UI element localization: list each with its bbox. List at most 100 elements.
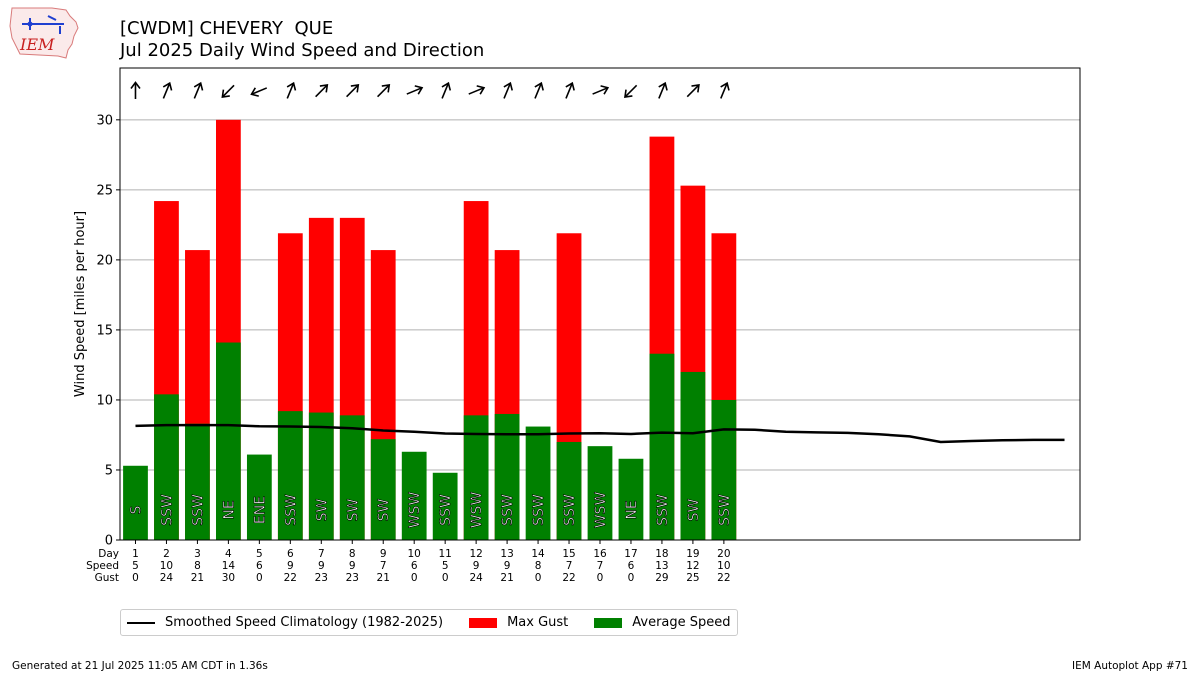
arrow-head [350, 84, 360, 93]
x-tick-label-day: 6 [287, 548, 294, 560]
arrow-shaft [406, 87, 422, 95]
x-tick-label-speed: 5 [442, 560, 449, 572]
legend: Smoothed Speed Climatology (1982-2025) M… [120, 609, 738, 636]
average-bar [216, 342, 241, 540]
average-bar [587, 446, 613, 540]
average-bar [185, 423, 210, 540]
x-tick-label-gust: 0 [132, 572, 139, 584]
direction-label: SSW [531, 494, 547, 526]
x-axis: DaySpeedGust1502102438214143056069227923… [86, 540, 731, 584]
x-tick-label-gust: 24 [469, 572, 483, 584]
x-tick-label-speed: 12 [686, 560, 699, 572]
x-tick-label-day: 2 [163, 548, 170, 560]
wind-arrow-icon [686, 84, 700, 98]
average-bar [680, 371, 706, 540]
climatology-line [135, 423, 1065, 444]
x-tick-label-speed: 9 [504, 560, 511, 572]
x-tick-label-speed: 6 [628, 560, 635, 572]
wind-arrow-icon [406, 85, 424, 95]
direction-label: SSW [562, 494, 578, 526]
x-tick-label-speed: 7 [380, 560, 387, 572]
legend-item-climatology: Smoothed Speed Climatology (1982-2025) [127, 615, 443, 630]
x-tick-label-day: 4 [225, 548, 232, 560]
x-tick-label-speed: 6 [411, 560, 418, 572]
direction-label: SW [345, 498, 361, 521]
average-bar [339, 415, 365, 540]
x-tick-label-gust: 24 [160, 572, 174, 584]
y-tick-label: 25 [96, 183, 113, 198]
arrow-shaft [503, 83, 511, 99]
x-tick-label-gust: 23 [346, 572, 359, 584]
bar-series [123, 119, 737, 541]
average-bar [556, 441, 582, 540]
arrow-head [381, 84, 391, 93]
x-tick-label-speed: 9 [318, 560, 325, 572]
arrow-shaft [658, 83, 666, 99]
vane-center-icon [27, 21, 33, 27]
x-tick-label-gust: 22 [562, 572, 575, 584]
average-bar [277, 411, 303, 540]
direction-arrows [130, 81, 730, 99]
arrow-head [250, 87, 259, 97]
arrow-shaft [377, 84, 390, 98]
arrow-head [565, 81, 575, 91]
wind-arrow-icon [503, 81, 513, 99]
legend-label-climatology: Smoothed Speed Climatology (1982-2025) [165, 615, 444, 630]
y-tick-label: 10 [96, 393, 113, 408]
arrow-head [162, 81, 173, 91]
direction-label: ENE [252, 496, 268, 524]
x-tick-label-day: 11 [438, 548, 451, 560]
arrow-head [658, 81, 668, 91]
x-tick-label-gust: 22 [284, 572, 297, 584]
average-bar [711, 399, 737, 540]
x-tick-label-gust: 30 [222, 572, 235, 584]
direction-label: SSW [655, 494, 671, 526]
arrow-shaft [193, 83, 202, 99]
arrow-shaft [251, 87, 268, 95]
x-tick-label-speed: 13 [655, 560, 668, 572]
state-outline [9, 7, 79, 59]
x-row-label: Gust [95, 572, 119, 584]
x-tick-label-speed: 7 [566, 560, 573, 572]
x-tick-label-speed: 8 [194, 560, 201, 572]
y-axis: 0 5 10 15 20 25 30 [96, 113, 120, 549]
direction-label: SW [686, 498, 702, 521]
direction-label: NE [221, 500, 237, 519]
wind-arrow-icon [346, 84, 360, 98]
x-tick-label-gust: 21 [500, 572, 513, 584]
arrow-head [503, 81, 513, 91]
wind-arrow-icon [250, 87, 268, 97]
arrow-shaft [565, 83, 573, 99]
average-bar [123, 465, 148, 540]
wind-arrow-icon [221, 84, 235, 98]
y-axis-label: Wind Speed [miles per hour] [73, 211, 88, 397]
wind-arrow-icon [658, 81, 668, 99]
x-tick-label-gust: 0 [411, 572, 418, 584]
average-bar [649, 353, 675, 540]
arrow-head [600, 85, 610, 95]
average-bar [370, 439, 396, 540]
wind-chart: S SSW SSW NE ENE SSW SW SW SW WSW SSW WSW SSW SSW SSW W… [73, 67, 1081, 584]
x-tick-label-day: 3 [194, 548, 201, 560]
direction-label: WSW [593, 492, 609, 529]
x-tick-label-gust: 22 [717, 572, 730, 584]
x-tick-label-day: 7 [318, 548, 325, 560]
direction-label: SSW [159, 494, 175, 526]
arrow-head [221, 89, 230, 98]
logo-text: IEM [19, 35, 55, 54]
arrow-shaft [534, 83, 542, 99]
direction-label: WSW [469, 492, 485, 529]
arrow-head [691, 84, 700, 93]
app-id-label: IEM Autoplot App #71 [1072, 660, 1188, 672]
average-bar [463, 415, 489, 540]
arrow-head [414, 85, 424, 95]
generated-timestamp: Generated at 21 Jul 2025 11:05 AM CDT in… [12, 660, 268, 672]
direction-label: SW [314, 498, 330, 521]
x-tick-label-day: 10 [408, 548, 421, 560]
arrow-shaft [441, 83, 449, 99]
arrow-shaft [720, 83, 728, 99]
wind-arrow-icon [565, 81, 575, 99]
arrow-head [286, 81, 297, 91]
average-bar [525, 426, 551, 540]
x-tick-label-gust: 23 [315, 572, 328, 584]
